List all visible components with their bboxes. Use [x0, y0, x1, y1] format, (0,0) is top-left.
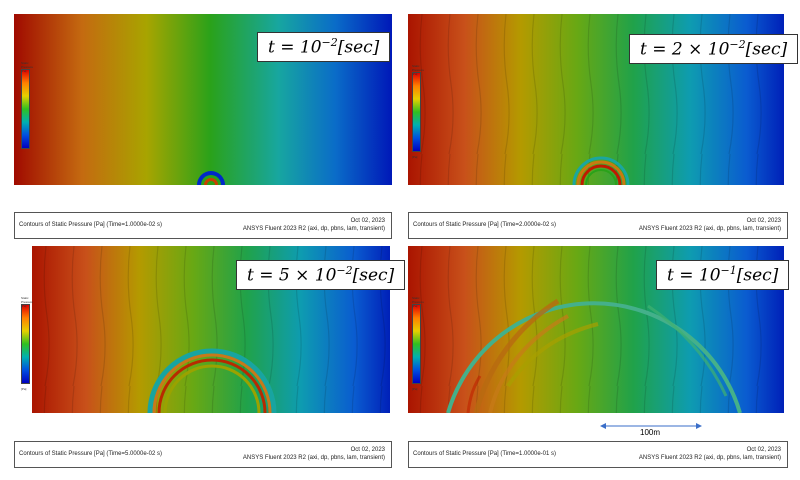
caption-software: ANSYS Fluent 2023 R2 (axi, dp, pbns, lam…: [638, 226, 781, 232]
legend-title: Static Pressure [Pa]: [412, 64, 425, 76]
time-label: t = 5 × 10−2[sec]: [236, 260, 406, 290]
panel-2: Static Pressure [Pa] [Pa] t = 2 × 10−2[s…: [408, 14, 799, 239]
caption-software: ANSYS Fluent 2023 R2 (axi, dp, pbns, lam…: [242, 226, 385, 232]
caption-bar: Contours of Static Pressure [Pa] (Time=2…: [408, 212, 788, 239]
caption-date: Oct 02, 2023: [746, 447, 781, 453]
color-legend: Static Pressure [Pa] [Pa]: [412, 64, 426, 159]
scale-label: 100m: [640, 428, 661, 437]
time-label: t = 10−2[sec]: [257, 32, 391, 62]
caption-bar: Contours of Static Pressure [Pa] (Time=1…: [408, 441, 788, 468]
legend-unit: [Pa]: [21, 387, 27, 391]
color-legend: Static Pressure [Pa] [Pa]: [21, 296, 35, 391]
caption-date: Oct 02, 2023: [746, 218, 781, 224]
caption-bar: Contours of Static Pressure [Pa] (Time=1…: [14, 212, 392, 239]
caption-software: ANSYS Fluent 2023 R2 (axi, dp, pbns, lam…: [638, 455, 781, 461]
legend-unit: [Pa]: [412, 387, 418, 391]
time-label: t = 10−1[sec]: [656, 260, 790, 290]
legend-title: Static Pressure [Pa]: [21, 296, 34, 308]
legend-colorbar: [21, 304, 30, 384]
caption-date: Oct 02, 2023: [350, 218, 385, 224]
legend-colorbar: [412, 304, 421, 384]
caption-software: ANSYS Fluent 2023 R2 (axi, dp, pbns, lam…: [242, 455, 385, 461]
panel-3: Static Pressure [Pa] [Pa] t = 5 × 10−2[s…: [14, 246, 406, 468]
caption-title: Contours of Static Pressure [Pa] (Time=1…: [19, 222, 163, 228]
scale-arrow: [600, 423, 702, 429]
panel-4: Static Pressure [Pa] [Pa] t = 10−1[sec] …: [408, 246, 790, 468]
caption-title: Contours of Static Pressure [Pa] (Time=2…: [413, 222, 557, 228]
caption-bar: Contours of Static Pressure [Pa] (Time=5…: [14, 441, 392, 468]
caption-title: Contours of Static Pressure [Pa] (Time=1…: [413, 451, 557, 457]
legend-title: Static Pressure [Pa]: [412, 296, 425, 308]
caption-title: Contours of Static Pressure [Pa] (Time=5…: [19, 451, 163, 457]
legend-colorbar: [412, 72, 421, 152]
legend-title: Static Pressure [Pa]: [21, 61, 34, 73]
panel-1: Static Pressure [Pa] t = 10−2[sec] Conto…: [14, 14, 392, 239]
legend-unit: [Pa]: [412, 155, 418, 159]
legend-colorbar: [21, 69, 30, 149]
color-legend: Static Pressure [Pa]: [21, 61, 35, 149]
color-legend: Static Pressure [Pa] [Pa]: [412, 296, 426, 391]
scale-bar: 100m: [600, 418, 702, 438]
time-label: t = 2 × 10−2[sec]: [629, 34, 799, 64]
caption-date: Oct 02, 2023: [350, 447, 385, 453]
